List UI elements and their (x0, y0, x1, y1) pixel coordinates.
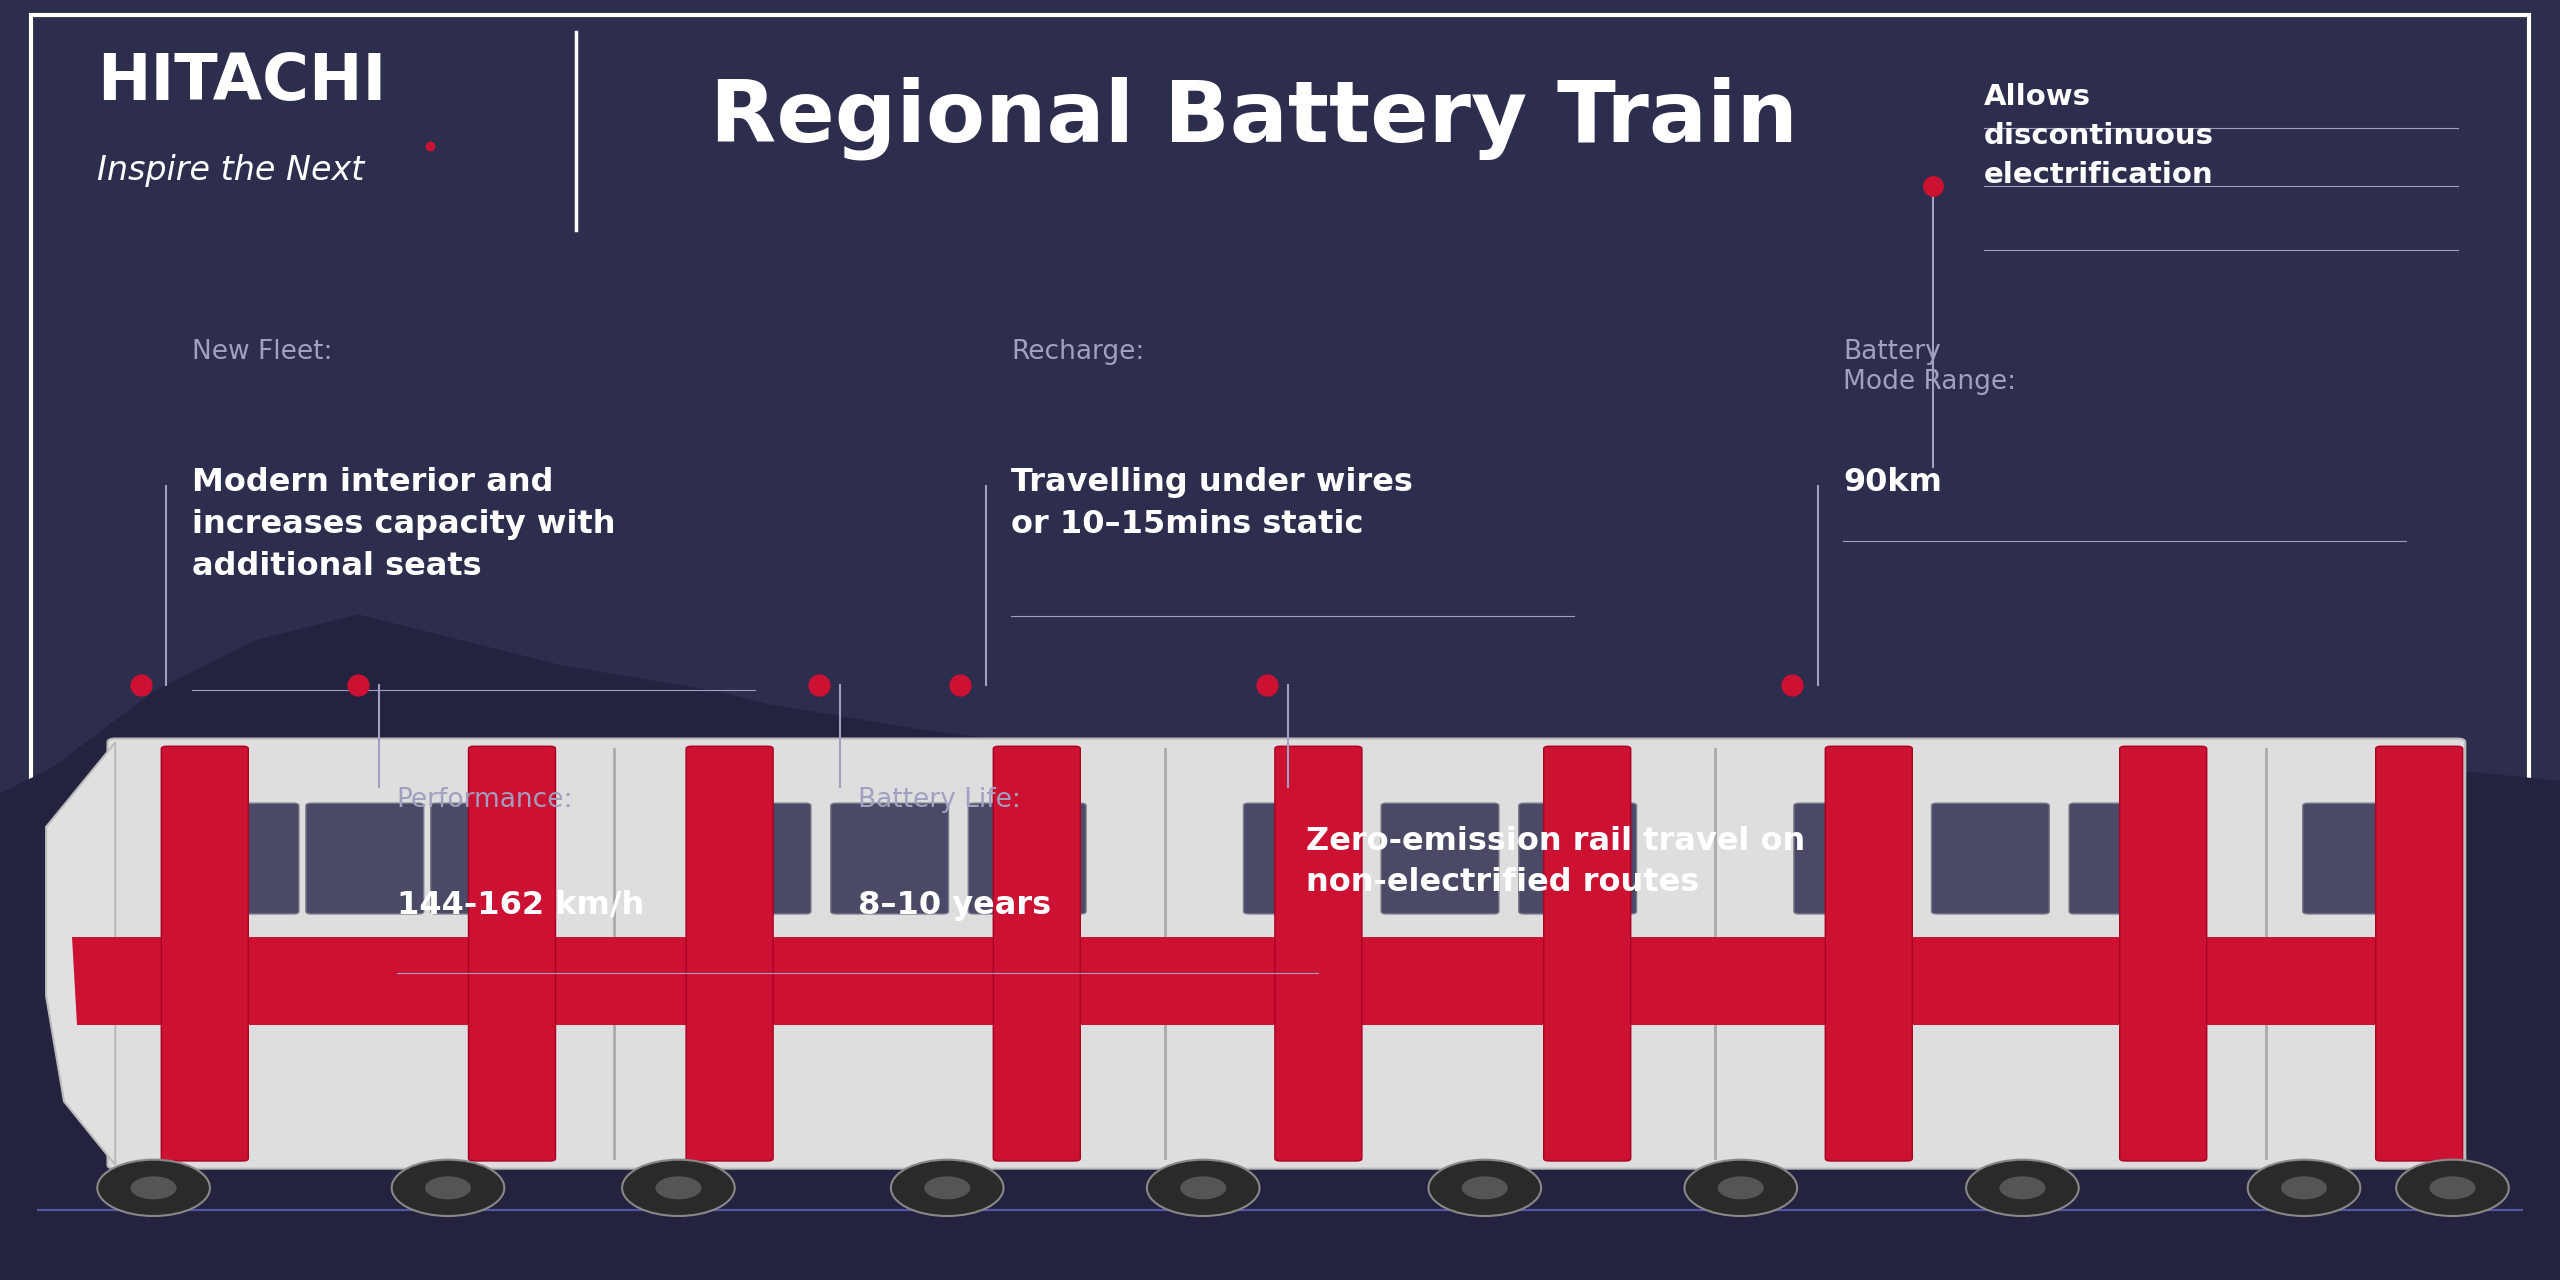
Text: Battery Life:: Battery Life: (858, 787, 1021, 813)
FancyBboxPatch shape (829, 804, 947, 914)
Text: Recharge:: Recharge: (1011, 339, 1144, 365)
FancyBboxPatch shape (115, 937, 2458, 1025)
Circle shape (2429, 1176, 2476, 1199)
Text: Battery
Mode Range:: Battery Mode Range: (1843, 339, 2017, 396)
FancyBboxPatch shape (1544, 746, 1631, 1161)
Circle shape (425, 1176, 471, 1199)
FancyBboxPatch shape (307, 804, 425, 914)
Circle shape (891, 1160, 1004, 1216)
Text: 144-162 km/h: 144-162 km/h (397, 890, 645, 920)
Text: HITACHI: HITACHI (97, 51, 387, 113)
FancyBboxPatch shape (1933, 804, 2051, 914)
Text: New Fleet:: New Fleet: (192, 339, 333, 365)
Text: Allows
discontinuous
electrification: Allows discontinuous electrification (1984, 83, 2214, 189)
Circle shape (1966, 1160, 2079, 1216)
Polygon shape (1408, 742, 2560, 1280)
FancyBboxPatch shape (108, 739, 2465, 1169)
FancyBboxPatch shape (182, 804, 300, 914)
Circle shape (1462, 1176, 1508, 1199)
FancyBboxPatch shape (2068, 804, 2186, 914)
FancyBboxPatch shape (1275, 746, 1362, 1161)
FancyBboxPatch shape (1518, 804, 1636, 914)
Circle shape (1999, 1176, 2045, 1199)
Circle shape (392, 1160, 504, 1216)
Circle shape (622, 1160, 735, 1216)
Circle shape (1718, 1176, 1764, 1199)
FancyBboxPatch shape (686, 746, 773, 1161)
Circle shape (924, 1176, 970, 1199)
Polygon shape (0, 614, 1408, 1280)
Text: Travelling under wires
or 10–15mins static: Travelling under wires or 10–15mins stat… (1011, 467, 1413, 540)
FancyBboxPatch shape (993, 746, 1080, 1161)
Text: Inspire the Next: Inspire the Next (97, 154, 364, 187)
Text: Regional Battery Train: Regional Battery Train (712, 77, 1797, 160)
Circle shape (2281, 1176, 2327, 1199)
Circle shape (1428, 1160, 1541, 1216)
Text: Modern interior and
increases capacity with
additional seats: Modern interior and increases capacity w… (192, 467, 614, 582)
Polygon shape (46, 742, 115, 1165)
FancyBboxPatch shape (430, 804, 548, 914)
FancyBboxPatch shape (2120, 746, 2207, 1161)
FancyBboxPatch shape (968, 804, 1085, 914)
Text: Zero-emission rail travel on
non-electrified routes: Zero-emission rail travel on non-electri… (1306, 826, 1805, 899)
Circle shape (1147, 1160, 1260, 1216)
Circle shape (655, 1176, 701, 1199)
Text: 8–10 years: 8–10 years (858, 890, 1050, 920)
Text: 90km: 90km (1843, 467, 1943, 498)
FancyBboxPatch shape (2304, 804, 2422, 914)
FancyBboxPatch shape (1382, 804, 1500, 914)
Text: Performance:: Performance: (397, 787, 573, 813)
FancyBboxPatch shape (468, 746, 556, 1161)
Circle shape (2248, 1160, 2360, 1216)
Circle shape (97, 1160, 210, 1216)
FancyBboxPatch shape (2376, 746, 2463, 1161)
Circle shape (1180, 1176, 1226, 1199)
FancyBboxPatch shape (161, 746, 248, 1161)
FancyBboxPatch shape (694, 804, 812, 914)
FancyBboxPatch shape (1795, 804, 1912, 914)
Circle shape (2396, 1160, 2509, 1216)
FancyBboxPatch shape (1825, 746, 1912, 1161)
FancyBboxPatch shape (1244, 804, 1362, 914)
Polygon shape (72, 937, 115, 1025)
Circle shape (131, 1176, 177, 1199)
Circle shape (1684, 1160, 1797, 1216)
